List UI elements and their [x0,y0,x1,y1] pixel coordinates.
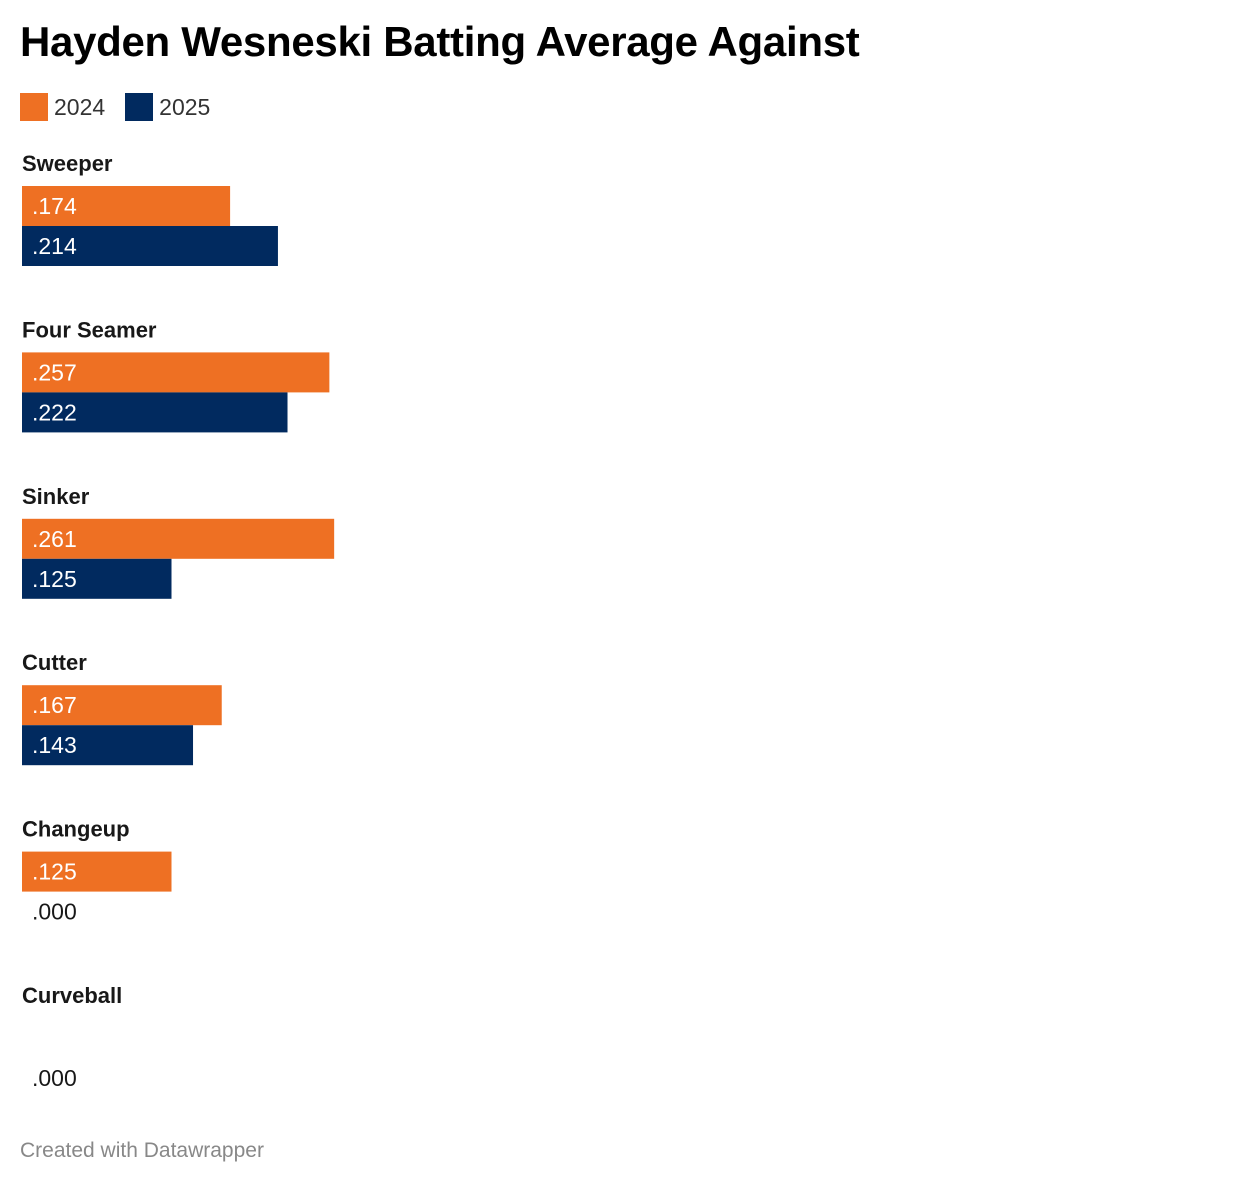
value-label-sweeper-2025: .214 [32,233,77,259]
category-label-four-seamer: Four Seamer [22,317,157,342]
value-label-curveball-2025: .000 [32,1065,77,1091]
category-label-sweeper: Sweeper [22,151,113,176]
footer-credit: Created with Datawrapper [20,1139,264,1162]
value-label-sinker-2024: .261 [32,526,77,552]
bar-sweeper-2024 [22,186,231,226]
value-label-cutter-2024: .167 [32,692,77,718]
bar-cutter-2025 [22,725,194,766]
bar-sweeper-2025 [22,226,278,266]
bar-four-seamer-2024 [22,352,330,393]
value-label-changeup-2024: .125 [32,859,77,885]
legend-label-2024: 2024 [54,93,106,120]
bar-changeup-2024 [22,851,172,892]
value-label-four-seamer-2024: .257 [32,359,77,385]
legend-swatch-2024 [20,93,48,121]
legend-item-2024: 2024 [20,93,105,121]
value-label-cutter-2025: .143 [32,732,77,758]
value-label-changeup-2025: .000 [32,899,77,925]
category-label-sinker: Sinker [22,484,90,509]
bar-sinker-2025 [22,558,172,599]
chart-title: Hayden Wesneski Batting Average Against [20,18,860,65]
bar-four-seamer-2025 [22,392,288,433]
bar-sinker-2024 [22,518,335,559]
category-label-changeup: Changeup [22,817,130,842]
category-label-cutter: Cutter [22,650,87,675]
value-label-four-seamer-2025: .222 [32,399,77,425]
bar-cutter-2024 [22,685,222,726]
value-label-sweeper-2024: .174 [32,193,77,219]
legend-item-2025: 2025 [125,93,210,121]
legend-label-2025: 2025 [159,93,211,120]
value-label-sinker-2025: .125 [32,566,77,592]
category-label-curveball: Curveball [22,983,122,1008]
legend-swatch-2025 [125,93,154,121]
legend: 2024 2025 [20,92,230,122]
